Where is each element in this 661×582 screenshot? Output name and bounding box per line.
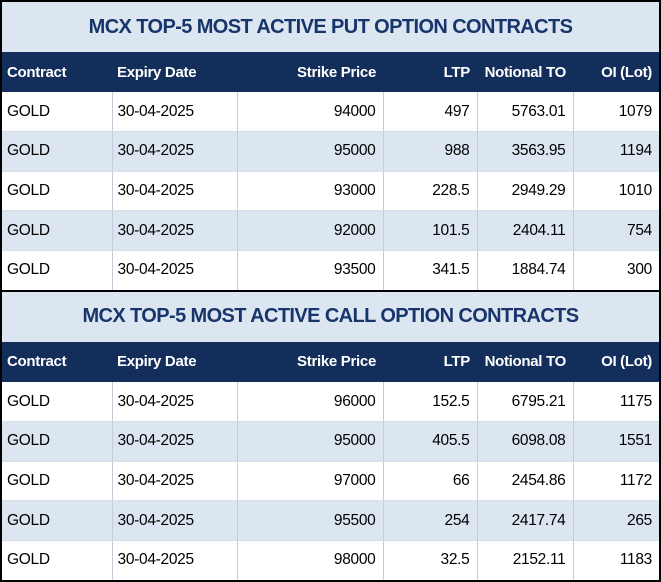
col-header-ltp: LTP — [383, 52, 477, 92]
cell-strike-price: 93500 — [237, 250, 384, 290]
cell-ltp: 32.5 — [383, 540, 478, 580]
cell-notional-to: 5763.01 — [477, 92, 574, 133]
call-header-row: Contract Expiry Date Strike Price LTP No… — [2, 341, 659, 382]
cell-contract: GOLD — [2, 500, 113, 541]
cell-ltp: 228.5 — [383, 171, 478, 212]
cell-oi-lot: 754 — [573, 210, 659, 251]
table-row: GOLD 30-04-2025 98000 32.5 2152.11 1183 — [2, 540, 659, 580]
cell-oi-lot: 1183 — [573, 540, 659, 580]
cell-ltp: 497 — [383, 92, 478, 133]
cell-strike-price: 97000 — [237, 461, 384, 502]
cell-oi-lot: 1194 — [573, 131, 659, 172]
cell-ltp: 152.5 — [383, 381, 478, 423]
cell-strike-price: 92000 — [237, 210, 384, 251]
cell-notional-to: 2152.11 — [477, 540, 574, 580]
cell-contract: GOLD — [2, 210, 113, 251]
cell-ltp: 101.5 — [383, 210, 478, 251]
col-header-oi-lot: OI (Lot) — [573, 52, 659, 92]
cell-strike-price: 95500 — [237, 500, 384, 541]
cell-notional-to: 6795.21 — [477, 381, 574, 423]
col-header-expiry-date: Expiry Date — [112, 52, 237, 92]
cell-oi-lot: 1010 — [573, 171, 659, 212]
cell-notional-to: 2417.74 — [477, 500, 574, 541]
cell-expiry-date: 30-04-2025 — [112, 92, 238, 133]
cell-oi-lot: 1172 — [573, 461, 659, 502]
cell-oi-lot: 1551 — [573, 421, 659, 462]
cell-oi-lot: 1079 — [573, 92, 659, 133]
cell-ltp: 988 — [383, 131, 478, 172]
cell-notional-to: 3563.95 — [477, 131, 574, 172]
cell-notional-to: 2454.86 — [477, 461, 574, 502]
cell-strike-price: 94000 — [237, 92, 384, 133]
cell-expiry-date: 30-04-2025 — [112, 500, 238, 541]
cell-contract: GOLD — [2, 131, 113, 172]
table-row: GOLD 30-04-2025 97000 66 2454.86 1172 — [2, 461, 659, 502]
cell-notional-to: 2949.29 — [477, 171, 574, 212]
cell-strike-price: 98000 — [237, 540, 384, 580]
cell-ltp: 405.5 — [383, 421, 478, 462]
cell-contract: GOLD — [2, 461, 113, 502]
cell-contract: GOLD — [2, 421, 113, 462]
put-options-table: Contract Expiry Date Strike Price LTP No… — [2, 52, 659, 290]
col-header-contract: Contract — [2, 341, 112, 382]
cell-expiry-date: 30-04-2025 — [112, 461, 238, 502]
table-row: GOLD 30-04-2025 93500 341.5 1884.74 300 — [2, 250, 659, 290]
cell-notional-to: 2404.11 — [477, 210, 574, 251]
table-row: GOLD 30-04-2025 96000 152.5 6795.21 1175 — [2, 381, 659, 423]
put-header-row: Contract Expiry Date Strike Price LTP No… — [2, 52, 659, 92]
cell-strike-price: 93000 — [237, 171, 384, 212]
col-header-ltp: LTP — [383, 341, 477, 382]
cell-ltp: 254 — [383, 500, 478, 541]
table-row: GOLD 30-04-2025 94000 497 5763.01 1079 — [2, 92, 659, 133]
cell-expiry-date: 30-04-2025 — [112, 421, 238, 462]
cell-expiry-date: 30-04-2025 — [112, 171, 238, 212]
cell-strike-price: 96000 — [237, 381, 384, 423]
col-header-strike-price: Strike Price — [237, 341, 383, 382]
table-row: GOLD 30-04-2025 95000 988 3563.95 1194 — [2, 131, 659, 172]
col-header-contract: Contract — [2, 52, 112, 92]
cell-expiry-date: 30-04-2025 — [112, 210, 238, 251]
cell-expiry-date: 30-04-2025 — [112, 540, 238, 580]
table-row: GOLD 30-04-2025 93000 228.5 2949.29 1010 — [2, 171, 659, 212]
cell-notional-to: 6098.08 — [477, 421, 574, 462]
col-header-strike-price: Strike Price — [237, 52, 383, 92]
col-header-notional-to: Notional TO — [477, 52, 573, 92]
table-row: GOLD 30-04-2025 95500 254 2417.74 265 — [2, 500, 659, 541]
call-table-title: MCX TOP-5 MOST ACTIVE CALL OPTION CONTRA… — [2, 291, 659, 342]
col-header-notional-to: Notional TO — [477, 341, 573, 382]
cell-contract: GOLD — [2, 171, 113, 212]
call-options-section: MCX TOP-5 MOST ACTIVE CALL OPTION CONTRA… — [2, 289, 659, 580]
cell-ltp: 66 — [383, 461, 478, 502]
put-table-title: MCX TOP-5 MOST ACTIVE PUT OPTION CONTRAC… — [2, 2, 659, 52]
table-row: GOLD 30-04-2025 95000 405.5 6098.08 1551 — [2, 421, 659, 462]
cell-oi-lot: 300 — [573, 250, 659, 290]
put-options-section: MCX TOP-5 MOST ACTIVE PUT OPTION CONTRAC… — [2, 2, 659, 290]
col-header-oi-lot: OI (Lot) — [573, 341, 659, 382]
cell-expiry-date: 30-04-2025 — [112, 131, 238, 172]
call-options-table: Contract Expiry Date Strike Price LTP No… — [2, 341, 659, 580]
cell-strike-price: 95000 — [237, 421, 384, 462]
cell-contract: GOLD — [2, 540, 113, 580]
cell-notional-to: 1884.74 — [477, 250, 574, 290]
table-row: GOLD 30-04-2025 92000 101.5 2404.11 754 — [2, 210, 659, 251]
cell-oi-lot: 265 — [573, 500, 659, 541]
cell-expiry-date: 30-04-2025 — [112, 381, 238, 423]
cell-contract: GOLD — [2, 92, 113, 133]
cell-contract: GOLD — [2, 381, 113, 423]
cell-expiry-date: 30-04-2025 — [112, 250, 238, 290]
cell-strike-price: 95000 — [237, 131, 384, 172]
cell-oi-lot: 1175 — [573, 381, 659, 423]
cell-ltp: 341.5 — [383, 250, 478, 290]
cell-contract: GOLD — [2, 250, 113, 290]
col-header-expiry-date: Expiry Date — [112, 341, 237, 382]
